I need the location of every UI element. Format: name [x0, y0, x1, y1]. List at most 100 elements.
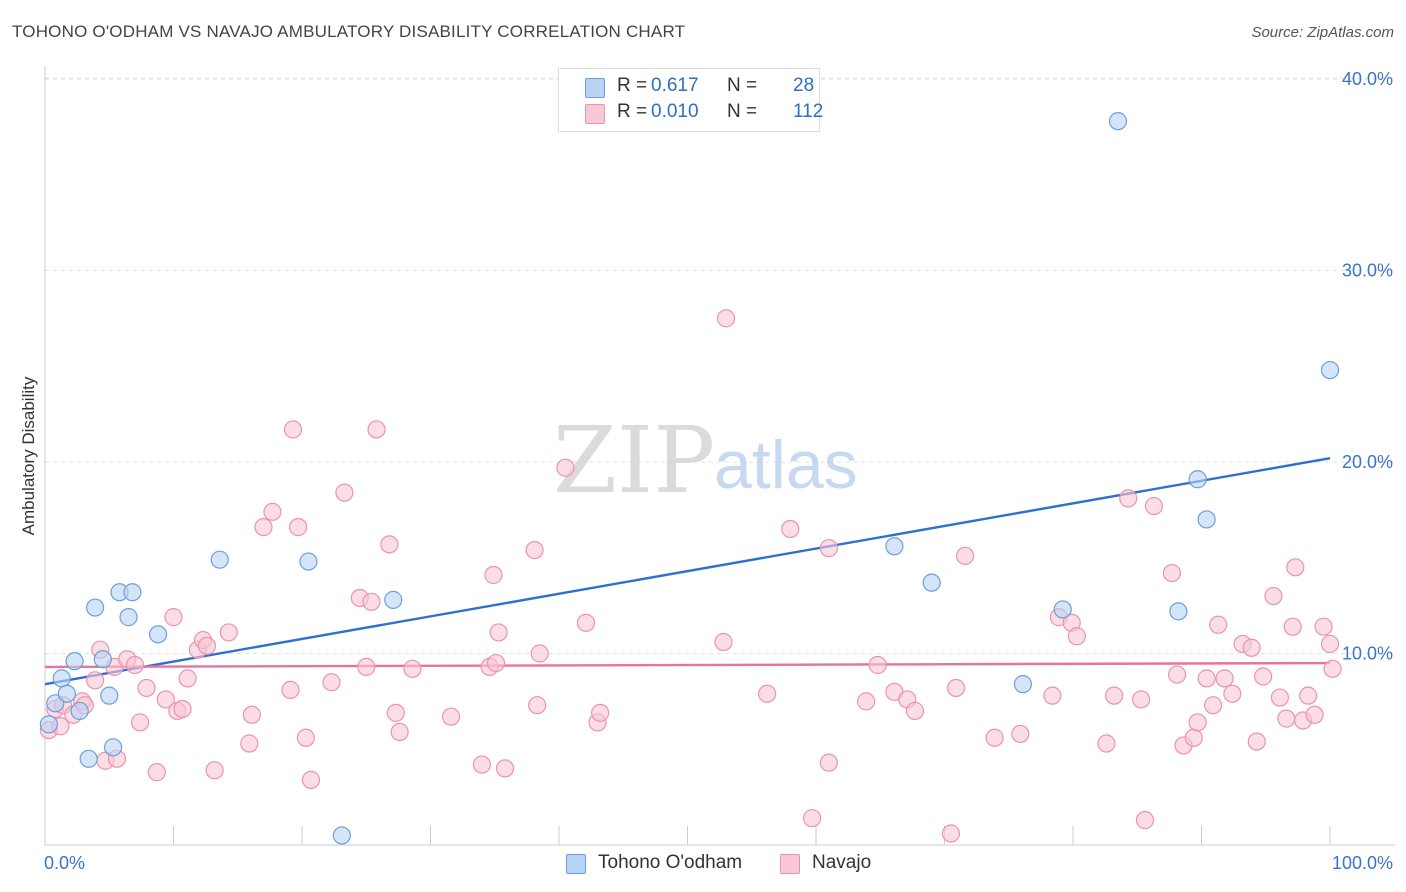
navajo-trend-line: [44, 661, 1331, 669]
navajo-point: [576, 613, 596, 632]
tohono-point: [210, 550, 229, 569]
navajo-point: [137, 678, 156, 698]
tohono-point: [93, 650, 112, 669]
tohono-point: [332, 826, 351, 845]
navajo-point: [1323, 659, 1342, 678]
navajo-point: [819, 539, 838, 558]
tohono-point: [79, 749, 98, 768]
navajo-point: [357, 657, 376, 677]
tohono-swatch: [585, 78, 605, 98]
tohono-point: [1320, 360, 1340, 380]
navajo-point: [390, 722, 409, 742]
navajo-point: [1209, 615, 1228, 634]
tohono-point: [1188, 470, 1207, 489]
navajo-point: [955, 546, 975, 565]
tohono-point: [57, 684, 76, 703]
navajo-point: [335, 483, 354, 502]
tohono-point: [65, 652, 84, 671]
navajo-point: [1043, 686, 1062, 705]
navajo-point: [362, 592, 381, 611]
tohono-point: [922, 573, 941, 592]
navajo-point: [147, 763, 166, 782]
navajo-point: [1286, 558, 1305, 577]
navajo-point: [1320, 634, 1340, 654]
navajo-point: [156, 690, 175, 709]
navajo-point: [240, 734, 259, 753]
navajo-point: [1314, 617, 1333, 636]
x-tick-label-min: 0.0%: [44, 853, 85, 873]
series-legend-tohono: Tohono O'odham: [566, 852, 756, 876]
navajo-point: [1270, 688, 1289, 707]
tohono-point: [119, 608, 138, 627]
tohono-point: [39, 715, 58, 734]
navajo-point: [254, 518, 273, 537]
y-tick-label: 20.0%: [1342, 452, 1393, 472]
navajo-point: [441, 707, 461, 726]
tohono-trend-line: [44, 456, 1331, 686]
watermark-atlas: atlas: [714, 427, 858, 503]
tohono-point: [70, 701, 89, 721]
navajo-point: [985, 728, 1004, 747]
navajo-point: [1203, 696, 1223, 715]
navajo-swatch: [585, 104, 605, 124]
navajo-point: [1167, 665, 1187, 684]
navajo-point: [283, 420, 303, 439]
navajo-point: [758, 684, 777, 703]
y-tick-label: 40.0%: [1342, 69, 1393, 89]
navajo-point: [367, 420, 386, 439]
navajo-point: [197, 636, 217, 655]
legend-r-label: R =: [617, 75, 648, 96]
tohono-point: [1108, 112, 1128, 131]
navajo-point: [178, 669, 197, 688]
tohono-point: [885, 537, 904, 556]
navajo-point: [484, 565, 503, 585]
navajo-point: [530, 644, 549, 663]
navajo-point: [1067, 627, 1086, 646]
navajo-point: [1264, 586, 1283, 606]
legend-r-value: 0.617: [651, 75, 699, 96]
navajo-point: [528, 696, 547, 715]
navajo-point: [941, 824, 961, 843]
navajo-point: [905, 701, 925, 721]
navajo-point: [1184, 728, 1203, 747]
legend-n-value: 112: [793, 101, 824, 122]
legend-r-value: 0.010: [651, 101, 699, 122]
tohono-point: [384, 590, 403, 609]
navajo-point: [1188, 713, 1207, 732]
grid-lines: [45, 77, 1395, 654]
navajo-point: [489, 623, 508, 642]
tohono-point: [86, 598, 105, 617]
navajo-point: [1011, 724, 1030, 744]
tohono-point: [148, 625, 168, 644]
navajo-point: [1299, 686, 1318, 705]
navajo-point: [1305, 705, 1324, 724]
axes: [44, 66, 1395, 846]
navajo-point: [1144, 496, 1164, 516]
navajo-point: [591, 703, 610, 722]
series-legend-navajo: Navajo: [780, 852, 890, 876]
navajo-point: [1254, 667, 1273, 686]
navajo-point: [1119, 489, 1138, 508]
navajo-point: [125, 655, 145, 675]
chart-title: TOHONO O'ODHAM VS NAVAJO AMBULATORY DISA…: [12, 22, 686, 41]
correlation-legend: R = 0.617 N = 28 R = 0.010 N = 112: [558, 68, 824, 132]
source-label: Source: ZipAtlas.com: [1251, 24, 1394, 41]
navajo-point: [173, 699, 192, 719]
navajo-point: [1247, 732, 1266, 751]
y-tick-label: 30.0%: [1342, 261, 1393, 281]
navajo-point: [714, 632, 733, 652]
legend-n-label: N =: [727, 101, 758, 122]
y-axis-label: Ambulatory Disability: [19, 376, 38, 535]
navajo-point: [472, 755, 491, 774]
navajo-point: [1135, 811, 1155, 830]
data-points: [39, 112, 1342, 845]
navajo-point: [1283, 617, 1302, 636]
watermark-zip: ZIP: [553, 407, 715, 514]
navajo-point: [781, 519, 800, 539]
navajo-point: [386, 703, 405, 722]
navajo-point: [1105, 686, 1124, 705]
navajo-point: [716, 309, 736, 328]
navajo-point: [803, 809, 822, 828]
navajo-point: [296, 728, 315, 747]
legend-n-label: N =: [727, 75, 758, 96]
